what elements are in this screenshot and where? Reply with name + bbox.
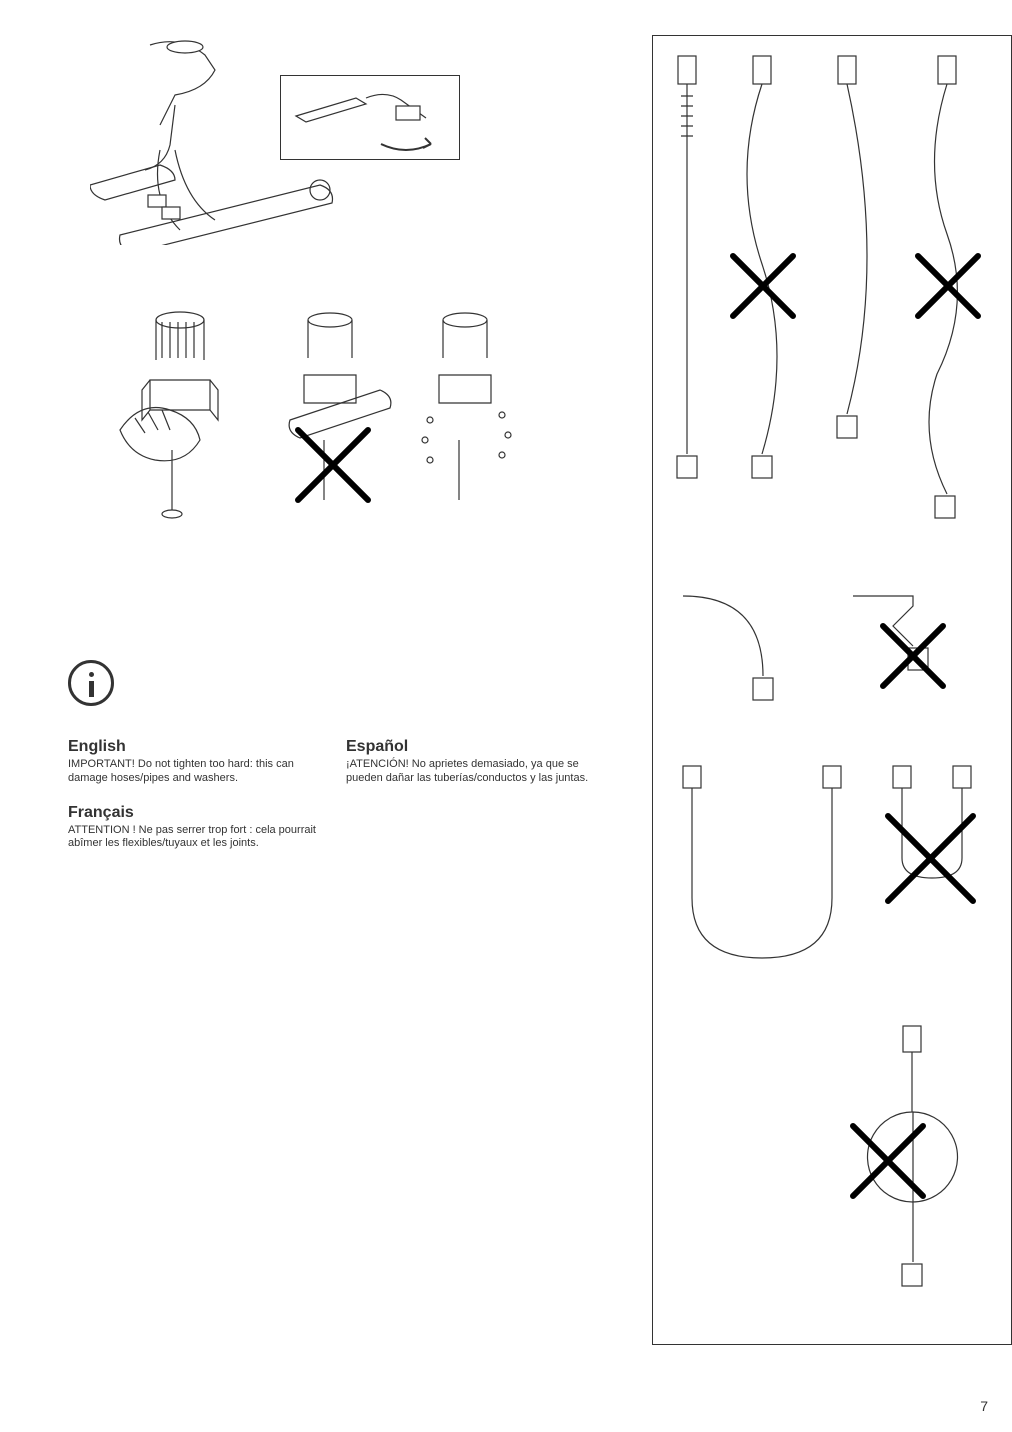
- info-icon: [68, 660, 114, 706]
- text-columns: English IMPORTANT! Do not tighten too ha…: [68, 738, 598, 869]
- heading-francais: Français: [68, 804, 318, 822]
- heading-english: English: [68, 738, 318, 756]
- page-number: 7: [980, 1398, 988, 1414]
- lang-block-francais: Français ATTENTION ! Ne pas serrer trop …: [68, 804, 318, 852]
- text-column-left: English IMPORTANT! Do not tighten too ha…: [68, 738, 318, 869]
- instruction-page: English IMPORTANT! Do not tighten too ha…: [0, 0, 1012, 1432]
- illustration-wrench-tighten-wrong: [270, 310, 530, 520]
- lang-block-espanol: Español ¡ATENCIÓN! No aprietes demasiado…: [346, 738, 596, 786]
- illustration-sidebar-hose-routing: [652, 35, 1012, 1345]
- illustration-inset-detail: [280, 75, 460, 160]
- text-english: IMPORTANT! Do not tighten too hard: this…: [68, 758, 318, 786]
- heading-espanol: Español: [346, 738, 596, 756]
- text-espanol: ¡ATENCIÓN! No aprietes demasiado, ya que…: [346, 758, 596, 786]
- text-francais: ATTENTION ! Ne pas serrer trop fort : ce…: [68, 824, 318, 852]
- lang-block-english: English IMPORTANT! Do not tighten too ha…: [68, 738, 318, 786]
- illustration-hand-tighten: [100, 310, 240, 520]
- text-column-right: Español ¡ATENCIÓN! No aprietes demasiado…: [346, 738, 596, 869]
